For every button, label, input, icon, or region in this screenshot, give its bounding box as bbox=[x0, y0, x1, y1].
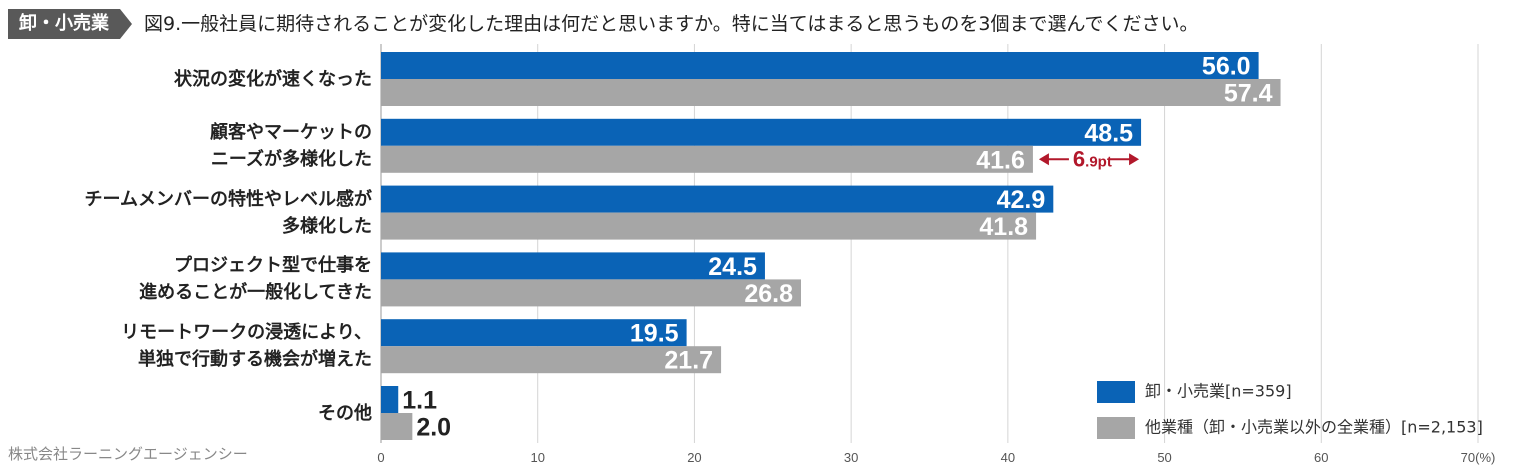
category-label-line: プロジェクト型で仕事を bbox=[174, 255, 372, 277]
category-label-line: 多様化した bbox=[282, 215, 372, 237]
x-tick-label: 30 bbox=[844, 450, 858, 465]
value-label: 24.5 bbox=[708, 253, 757, 281]
bar-series2 bbox=[381, 79, 1281, 106]
value-label: 19.5 bbox=[630, 320, 679, 348]
value-label: 57.4 bbox=[1224, 80, 1273, 108]
bar-series1 bbox=[381, 118, 1142, 146]
category-label-line: リモートワークの浸透により、 bbox=[121, 322, 372, 344]
credit: 株式会社ラーニングエージェンシー bbox=[8, 445, 248, 463]
annotation-arrow-right-head bbox=[1129, 153, 1140, 166]
category-label-line: 状況の変化が速くなった bbox=[174, 68, 372, 90]
bar-series2 bbox=[381, 346, 722, 374]
category-label-line: 単独で行動する機会が増えた bbox=[138, 349, 372, 371]
legend-swatch-series2 bbox=[1097, 416, 1135, 439]
category-label: リモートワークの浸透により、単独で行動する機会が増えた bbox=[12, 319, 372, 373]
bar-series2 bbox=[381, 413, 413, 440]
annotation-arrow-left-head bbox=[1038, 153, 1049, 166]
legend-label-series2: 他業種（卸・小売業以外の全業種）[n=2,153] bbox=[1145, 417, 1483, 437]
x-tick-label: 10 bbox=[530, 450, 544, 465]
category-label-line: その他 bbox=[318, 402, 372, 424]
value-label: 48.5 bbox=[1084, 119, 1133, 147]
category-label-line: 顧客やマーケットの bbox=[210, 121, 372, 143]
category-label: その他 bbox=[12, 400, 372, 427]
legend-item-series1: 卸・小売業[n=359] bbox=[1097, 377, 1483, 405]
value-label: 41.8 bbox=[979, 213, 1028, 241]
chart-title: 図9.一般社員に期待されることが変化した理由は何だと思いますか。特に当てはまると… bbox=[144, 13, 1199, 35]
x-tick-label: 20 bbox=[687, 450, 701, 465]
x-tick-label: 70(%) bbox=[1461, 450, 1496, 465]
category-label-line: チームメンバーの特性やレベル感が bbox=[84, 188, 372, 210]
value-label: 41.6 bbox=[976, 146, 1025, 174]
tag-shape bbox=[8, 9, 132, 39]
legend: 卸・小売業[n=359] 他業種（卸・小売業以外の全業種）[n=2,153] bbox=[1097, 377, 1483, 449]
value-label: 26.8 bbox=[744, 280, 793, 308]
category-label-line: ニーズが多様化した bbox=[210, 148, 372, 170]
value-label: 1.1 bbox=[402, 387, 437, 415]
legend-item-series2: 他業種（卸・小売業以外の全業種）[n=2,153] bbox=[1097, 413, 1483, 441]
x-tick-label: 50 bbox=[1157, 450, 1171, 465]
bar-series2 bbox=[381, 145, 1033, 173]
tag-label: 卸・小売業 bbox=[19, 13, 109, 34]
legend-swatch-series1 bbox=[1097, 380, 1135, 403]
legend-label-series1: 卸・小売業[n=359] bbox=[1145, 381, 1292, 401]
x-tick-label: 60 bbox=[1314, 450, 1328, 465]
industry-tag: 卸・小売業 bbox=[8, 9, 134, 39]
bar-series1 bbox=[381, 185, 1054, 213]
bar-series1 bbox=[381, 252, 765, 280]
bar-series1 bbox=[381, 319, 687, 347]
category-label-line: 進めることが一般化してきた bbox=[139, 282, 372, 304]
bar-series1 bbox=[381, 386, 399, 413]
value-label: 42.9 bbox=[997, 186, 1046, 214]
value-label: 2.0 bbox=[416, 414, 451, 442]
category-label: 顧客やマーケットの ニーズが多様化した bbox=[12, 119, 372, 173]
annotation-label: 6.9pt bbox=[1073, 146, 1112, 171]
category-label: チームメンバーの特性やレベル感が多様化した bbox=[12, 186, 372, 240]
value-label: 21.7 bbox=[664, 347, 713, 375]
category-label: 状況の変化が速くなった bbox=[12, 66, 372, 93]
bar-series2 bbox=[381, 212, 1037, 240]
bar-series1 bbox=[381, 52, 1259, 79]
bar-series2 bbox=[381, 279, 801, 307]
value-label: 56.0 bbox=[1202, 53, 1251, 81]
x-tick-label: 0 bbox=[377, 450, 384, 465]
x-tick-label: 40 bbox=[1001, 450, 1015, 465]
category-label: プロジェクト型で仕事を進めることが一般化してきた bbox=[12, 252, 372, 306]
